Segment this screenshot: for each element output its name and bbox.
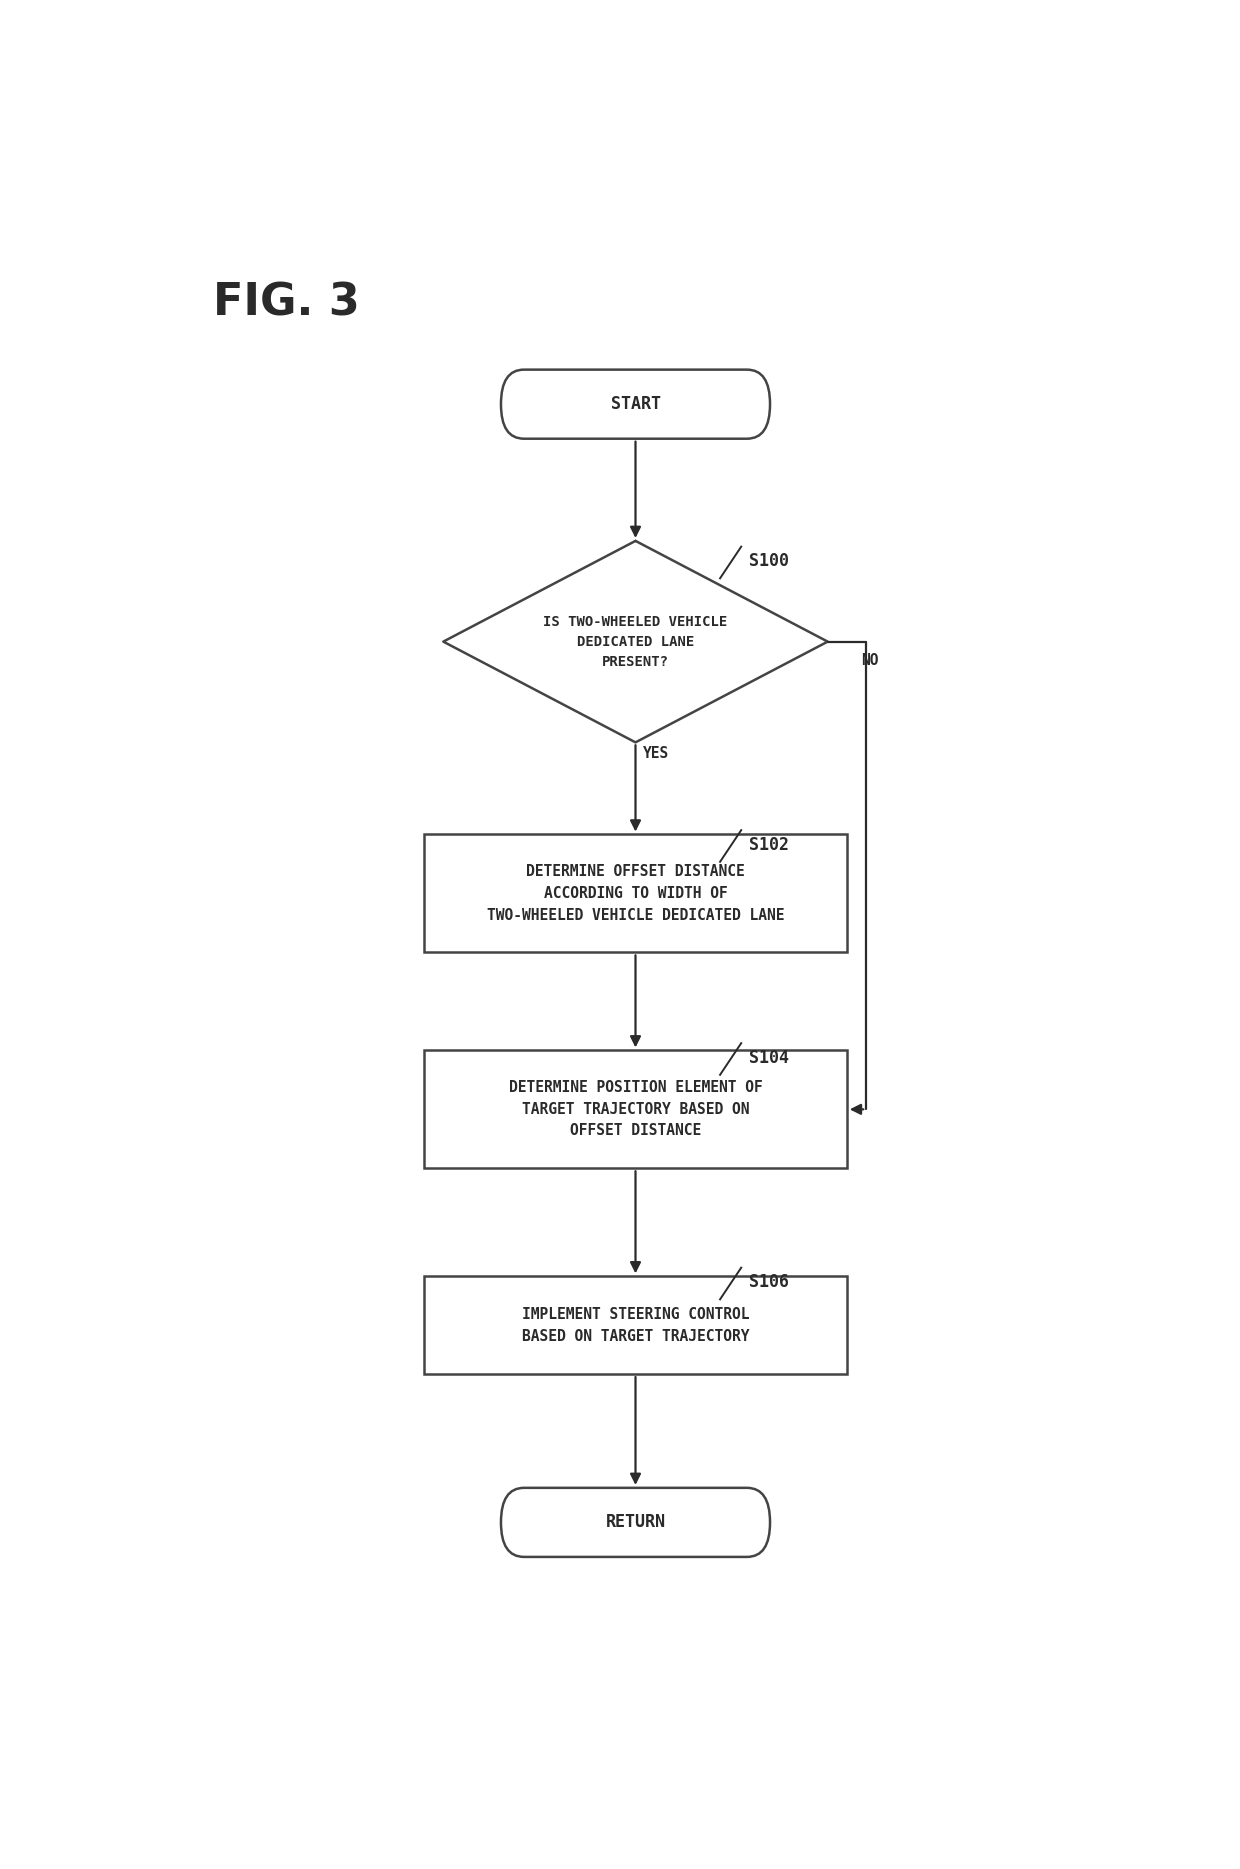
Text: DETERMINE OFFSET DISTANCE
ACCORDING TO WIDTH OF
TWO-WHEELED VEHICLE DEDICATED LA: DETERMINE OFFSET DISTANCE ACCORDING TO W… (487, 863, 784, 923)
Bar (424, 1050, 847, 1168)
Text: IMPLEMENT STEERING CONTROL
BASED ON TARGET TRAJECTORY: IMPLEMENT STEERING CONTROL BASED ON TARG… (522, 1306, 749, 1344)
Text: DETERMINE POSITION ELEMENT OF
TARGET TRAJECTORY BASED ON
OFFSET DISTANCE: DETERMINE POSITION ELEMENT OF TARGET TRA… (508, 1080, 763, 1138)
Text: S106: S106 (749, 1273, 789, 1291)
Text: YES: YES (644, 746, 670, 761)
Bar (424, 834, 847, 953)
Text: IS TWO-WHEELED VEHICLE
DEDICATED LANE
PRESENT?: IS TWO-WHEELED VEHICLE DEDICATED LANE PR… (543, 615, 728, 669)
Text: FIG. 3: FIG. 3 (213, 282, 360, 325)
Text: S104: S104 (749, 1049, 789, 1067)
FancyBboxPatch shape (501, 1488, 770, 1557)
Text: S102: S102 (749, 835, 789, 854)
Text: S100: S100 (749, 551, 789, 570)
FancyBboxPatch shape (501, 370, 770, 439)
Text: RETURN: RETURN (605, 1514, 666, 1531)
Bar (424, 1277, 847, 1374)
Text: NO: NO (862, 652, 879, 667)
Text: START: START (610, 394, 661, 413)
